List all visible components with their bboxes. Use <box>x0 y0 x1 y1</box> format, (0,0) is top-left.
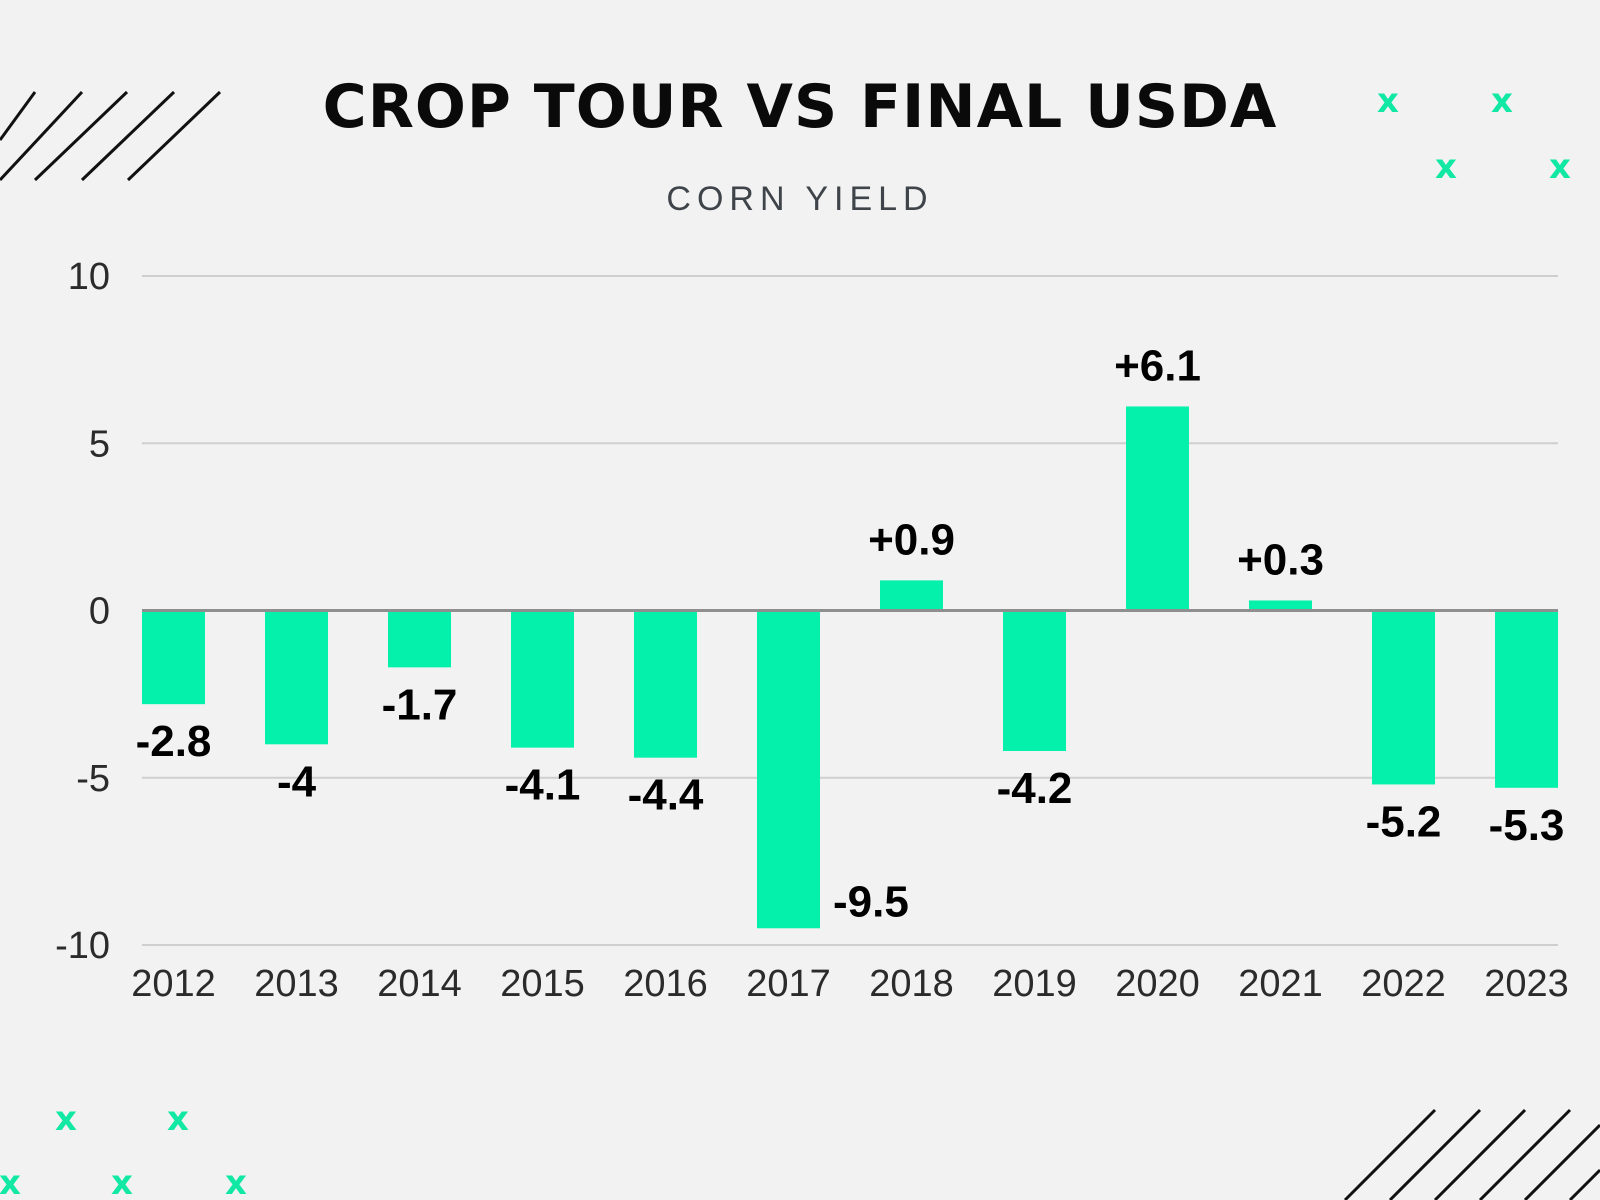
x-tick-label: 2020 <box>1115 963 1200 1005</box>
data-label: +0.9 <box>868 515 955 564</box>
data-label: -9.5 <box>833 877 909 926</box>
x-tick-label: 2021 <box>1238 963 1323 1005</box>
data-label: +6.1 <box>1114 341 1201 390</box>
y-tick-label: -5 <box>76 758 110 800</box>
bar-2019 <box>1003 610 1066 751</box>
x-tick-label: 2014 <box>377 963 462 1005</box>
data-label: +0.3 <box>1237 535 1324 584</box>
hatch-line <box>0 90 84 182</box>
data-label: -4.2 <box>997 764 1073 813</box>
bar-2023 <box>1495 610 1558 788</box>
x-mark: x <box>167 1099 189 1139</box>
hatch-line <box>1343 1108 1437 1200</box>
data-label: -2.8 <box>136 717 212 766</box>
bar-2015 <box>511 610 574 748</box>
bar-2013 <box>265 610 328 745</box>
data-label: -4.4 <box>628 771 704 820</box>
x-mark: x <box>1435 147 1457 187</box>
y-tick-label: 5 <box>89 423 110 465</box>
x-tick-label: 2013 <box>254 963 339 1005</box>
data-label: -5.2 <box>1366 797 1442 846</box>
hatch-line <box>1388 1108 1482 1200</box>
hatch-line <box>1478 1108 1572 1200</box>
bars <box>142 406 1558 929</box>
x-mark: x <box>55 1099 77 1139</box>
x-tick-label: 2019 <box>992 963 1077 1005</box>
x-tick-label: 2015 <box>500 963 585 1005</box>
hatch-line <box>1433 1108 1527 1200</box>
x-tick-label: 2012 <box>131 963 216 1005</box>
x-mark: x <box>225 1163 247 1200</box>
hatch-line <box>126 90 222 182</box>
x-tick-label: 2016 <box>623 963 708 1005</box>
x-mark: x <box>111 1163 133 1200</box>
data-label: -1.7 <box>382 680 458 729</box>
bar-2020 <box>1126 406 1189 611</box>
hatch-line <box>1523 1123 1600 1200</box>
x-tick-label: 2022 <box>1361 963 1446 1005</box>
data-label: -5.3 <box>1489 801 1565 850</box>
x-tick-label: 2023 <box>1484 963 1569 1005</box>
y-tick-label: -10 <box>55 925 110 967</box>
chart-subtitle: CORN YIELD <box>666 180 934 218</box>
x-axis-ticks: 2012 2013 2014 2015 2016 2017 2018 2019 2020 2021… <box>131 963 1569 1005</box>
bar-2012 <box>142 610 205 705</box>
chart-title: CROP TOUR VS FINAL USDA <box>322 72 1278 142</box>
hatch-line <box>33 90 129 182</box>
y-tick-label: 0 <box>89 591 110 633</box>
y-tick-label: 10 <box>68 256 110 298</box>
hatch-line <box>80 90 176 182</box>
bar-2022 <box>1372 610 1435 785</box>
bar-2021 <box>1249 600 1312 611</box>
bar-2017 <box>757 610 820 929</box>
hatch-decoration <box>0 90 1600 1200</box>
x-mark: x <box>1491 81 1513 121</box>
x-mark: x <box>1549 147 1571 187</box>
x-mark: x <box>1377 81 1399 121</box>
data-labels: -2.8 -4 -1.7 -4.1 -4.4 -9.5 +0.9 -4.2 +6.1 +0.3 -5… <box>136 341 1565 926</box>
data-label: -4 <box>277 757 317 806</box>
hatch-line <box>1568 1168 1600 1200</box>
x-mark-decoration: x xx xx xx x x <box>0 81 1571 1200</box>
bar-2016 <box>634 610 697 758</box>
data-label: -4.1 <box>505 761 581 810</box>
x-tick-label: 2018 <box>869 963 954 1005</box>
gridlines <box>142 275 1558 946</box>
bar-2014 <box>388 610 451 668</box>
bar-2018 <box>880 580 943 611</box>
y-axis-ticks: 10 5 0 -5 -10 <box>55 256 110 967</box>
hatch-line <box>0 91 37 141</box>
x-tick-label: 2017 <box>746 963 831 1005</box>
x-mark: x <box>0 1163 21 1200</box>
